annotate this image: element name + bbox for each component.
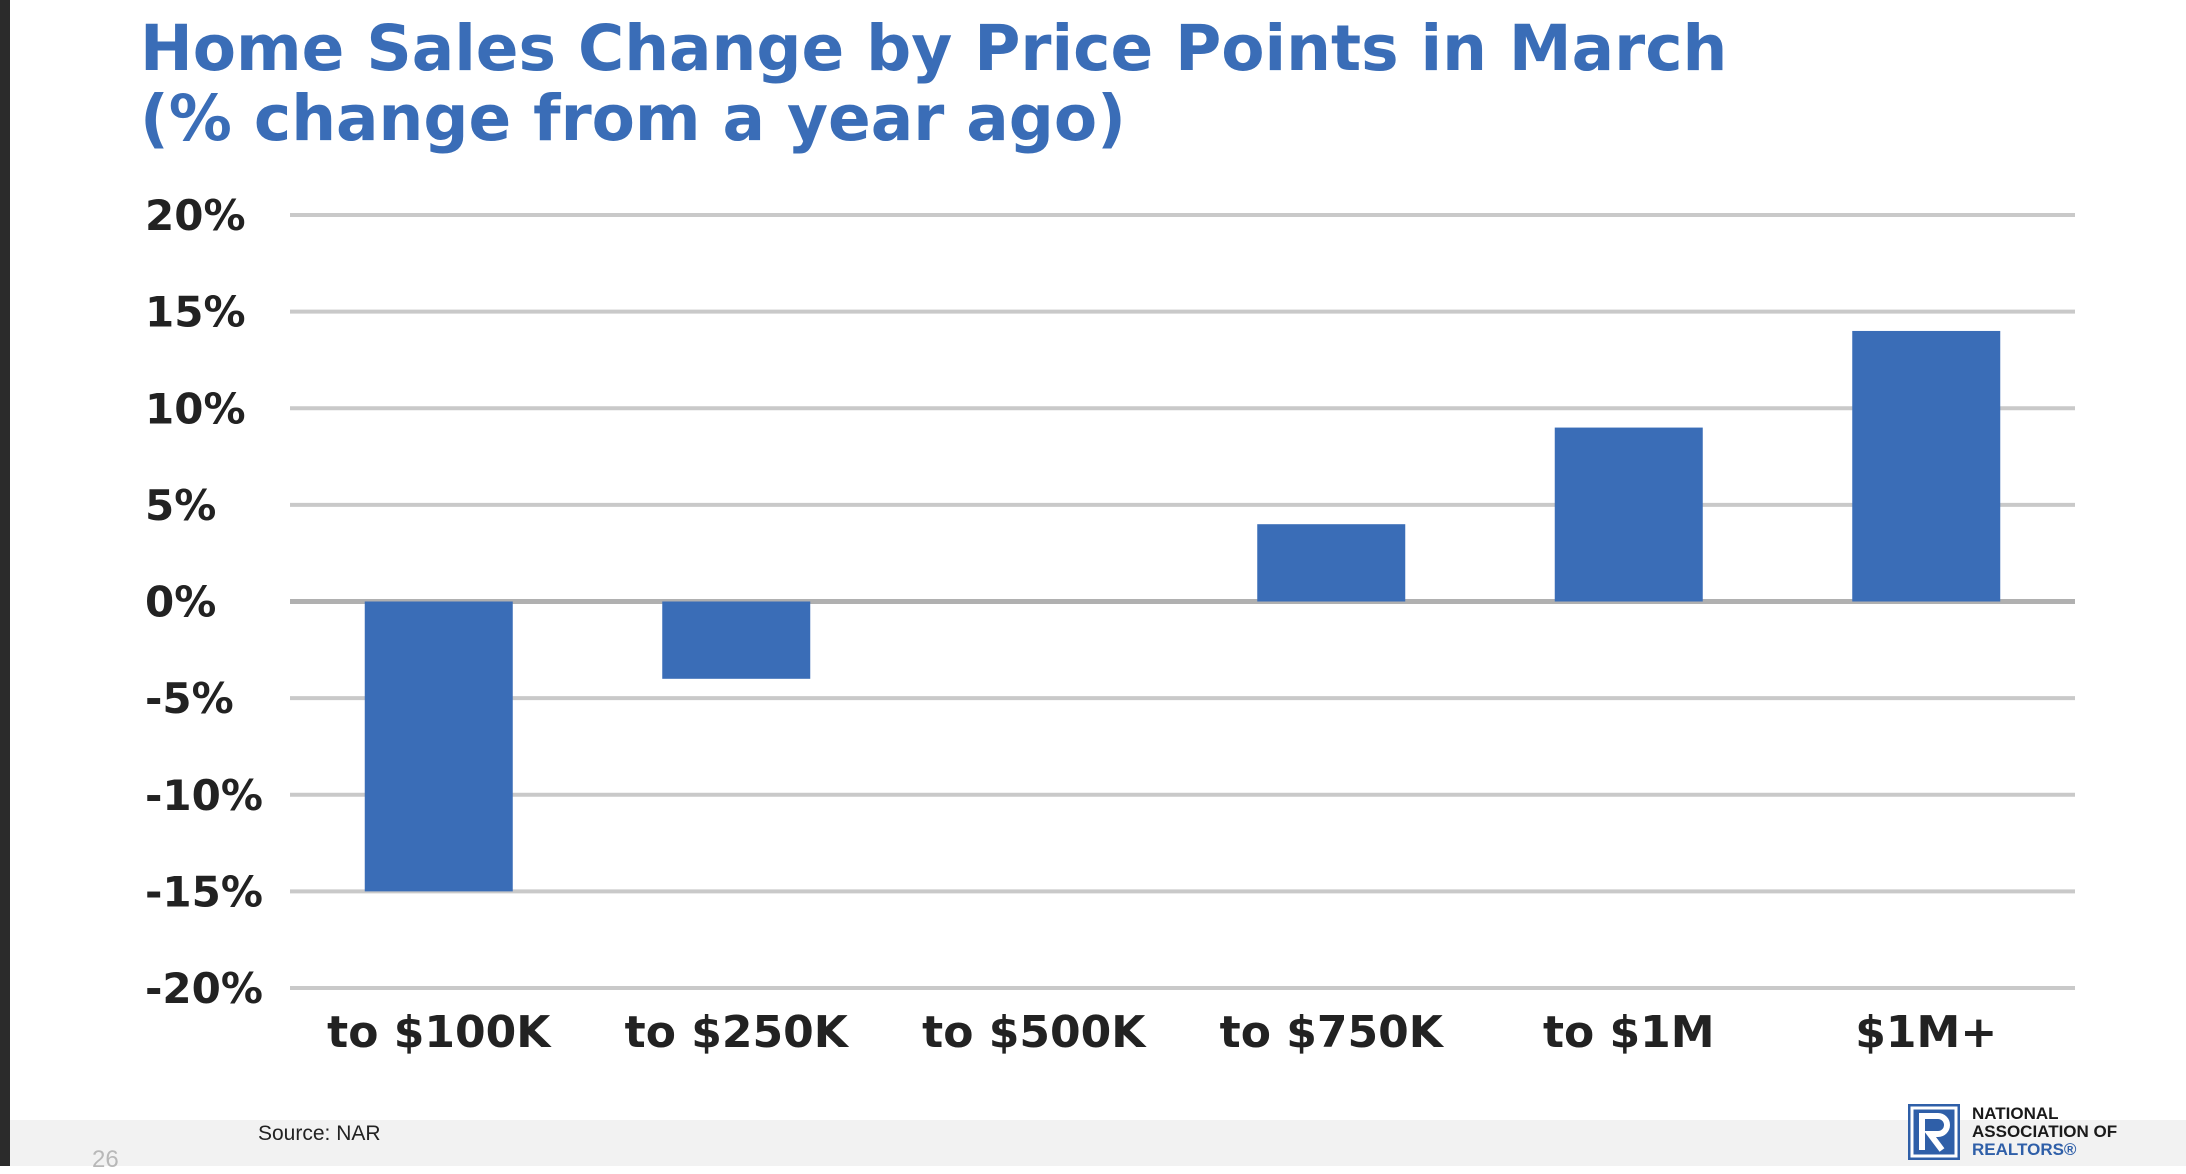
x-tick-label: to $1M xyxy=(1543,1007,1715,1058)
bar xyxy=(1554,427,1703,602)
nar-logo: NATIONAL ASSOCIATION OF REALTORS® xyxy=(1908,1104,2152,1166)
x-tick-label: to $100K xyxy=(327,1007,552,1058)
logo-line-3: REALTORS® xyxy=(1972,1140,2077,1159)
bar xyxy=(1852,330,2001,602)
window-edge xyxy=(0,0,10,1166)
chart-title-line-2: (% change from a year ago) xyxy=(140,82,1126,155)
logo-line-2: ASSOCIATION OF xyxy=(1972,1122,2118,1141)
logo-text: NATIONAL ASSOCIATION OF REALTORS® xyxy=(1972,1105,2117,1159)
y-tick-label: 10% xyxy=(145,384,246,433)
y-tick-label: -15% xyxy=(145,867,263,916)
x-tick-label: to $250K xyxy=(625,1007,850,1058)
y-tick-label: 20% xyxy=(145,191,246,240)
bar xyxy=(364,601,513,892)
y-tick-label: 15% xyxy=(145,288,246,337)
y-tick-label: -5% xyxy=(145,674,234,723)
x-tick-label: to $750K xyxy=(1220,1007,1445,1058)
source-note: Source: NAR xyxy=(258,1122,381,1145)
slide-bottom-strip xyxy=(10,1120,2186,1166)
chart-title: Home Sales Change by Price Points in Mar… xyxy=(140,14,1727,154)
chart-title-line-1: Home Sales Change by Price Points in Mar… xyxy=(140,12,1728,85)
y-tick-label: 0% xyxy=(145,578,216,627)
bar xyxy=(1257,524,1406,602)
logo-line-1: NATIONAL xyxy=(1972,1104,2059,1123)
y-tick-label: 5% xyxy=(145,481,216,530)
x-tick-label: to $500K xyxy=(922,1007,1147,1058)
bar-chart: 20% 15% 10% 5% 0% -5% -10% -15% -20% to $100K to $… xyxy=(145,191,2075,1058)
bar xyxy=(662,601,811,679)
y-tick-label: -20% xyxy=(145,964,263,1013)
slide-page-number: 26 xyxy=(92,1146,119,1173)
y-tick-label: -10% xyxy=(145,771,263,820)
realtor-r-icon xyxy=(1908,1104,1960,1160)
x-tick-label: $1M+ xyxy=(1855,1007,1997,1058)
